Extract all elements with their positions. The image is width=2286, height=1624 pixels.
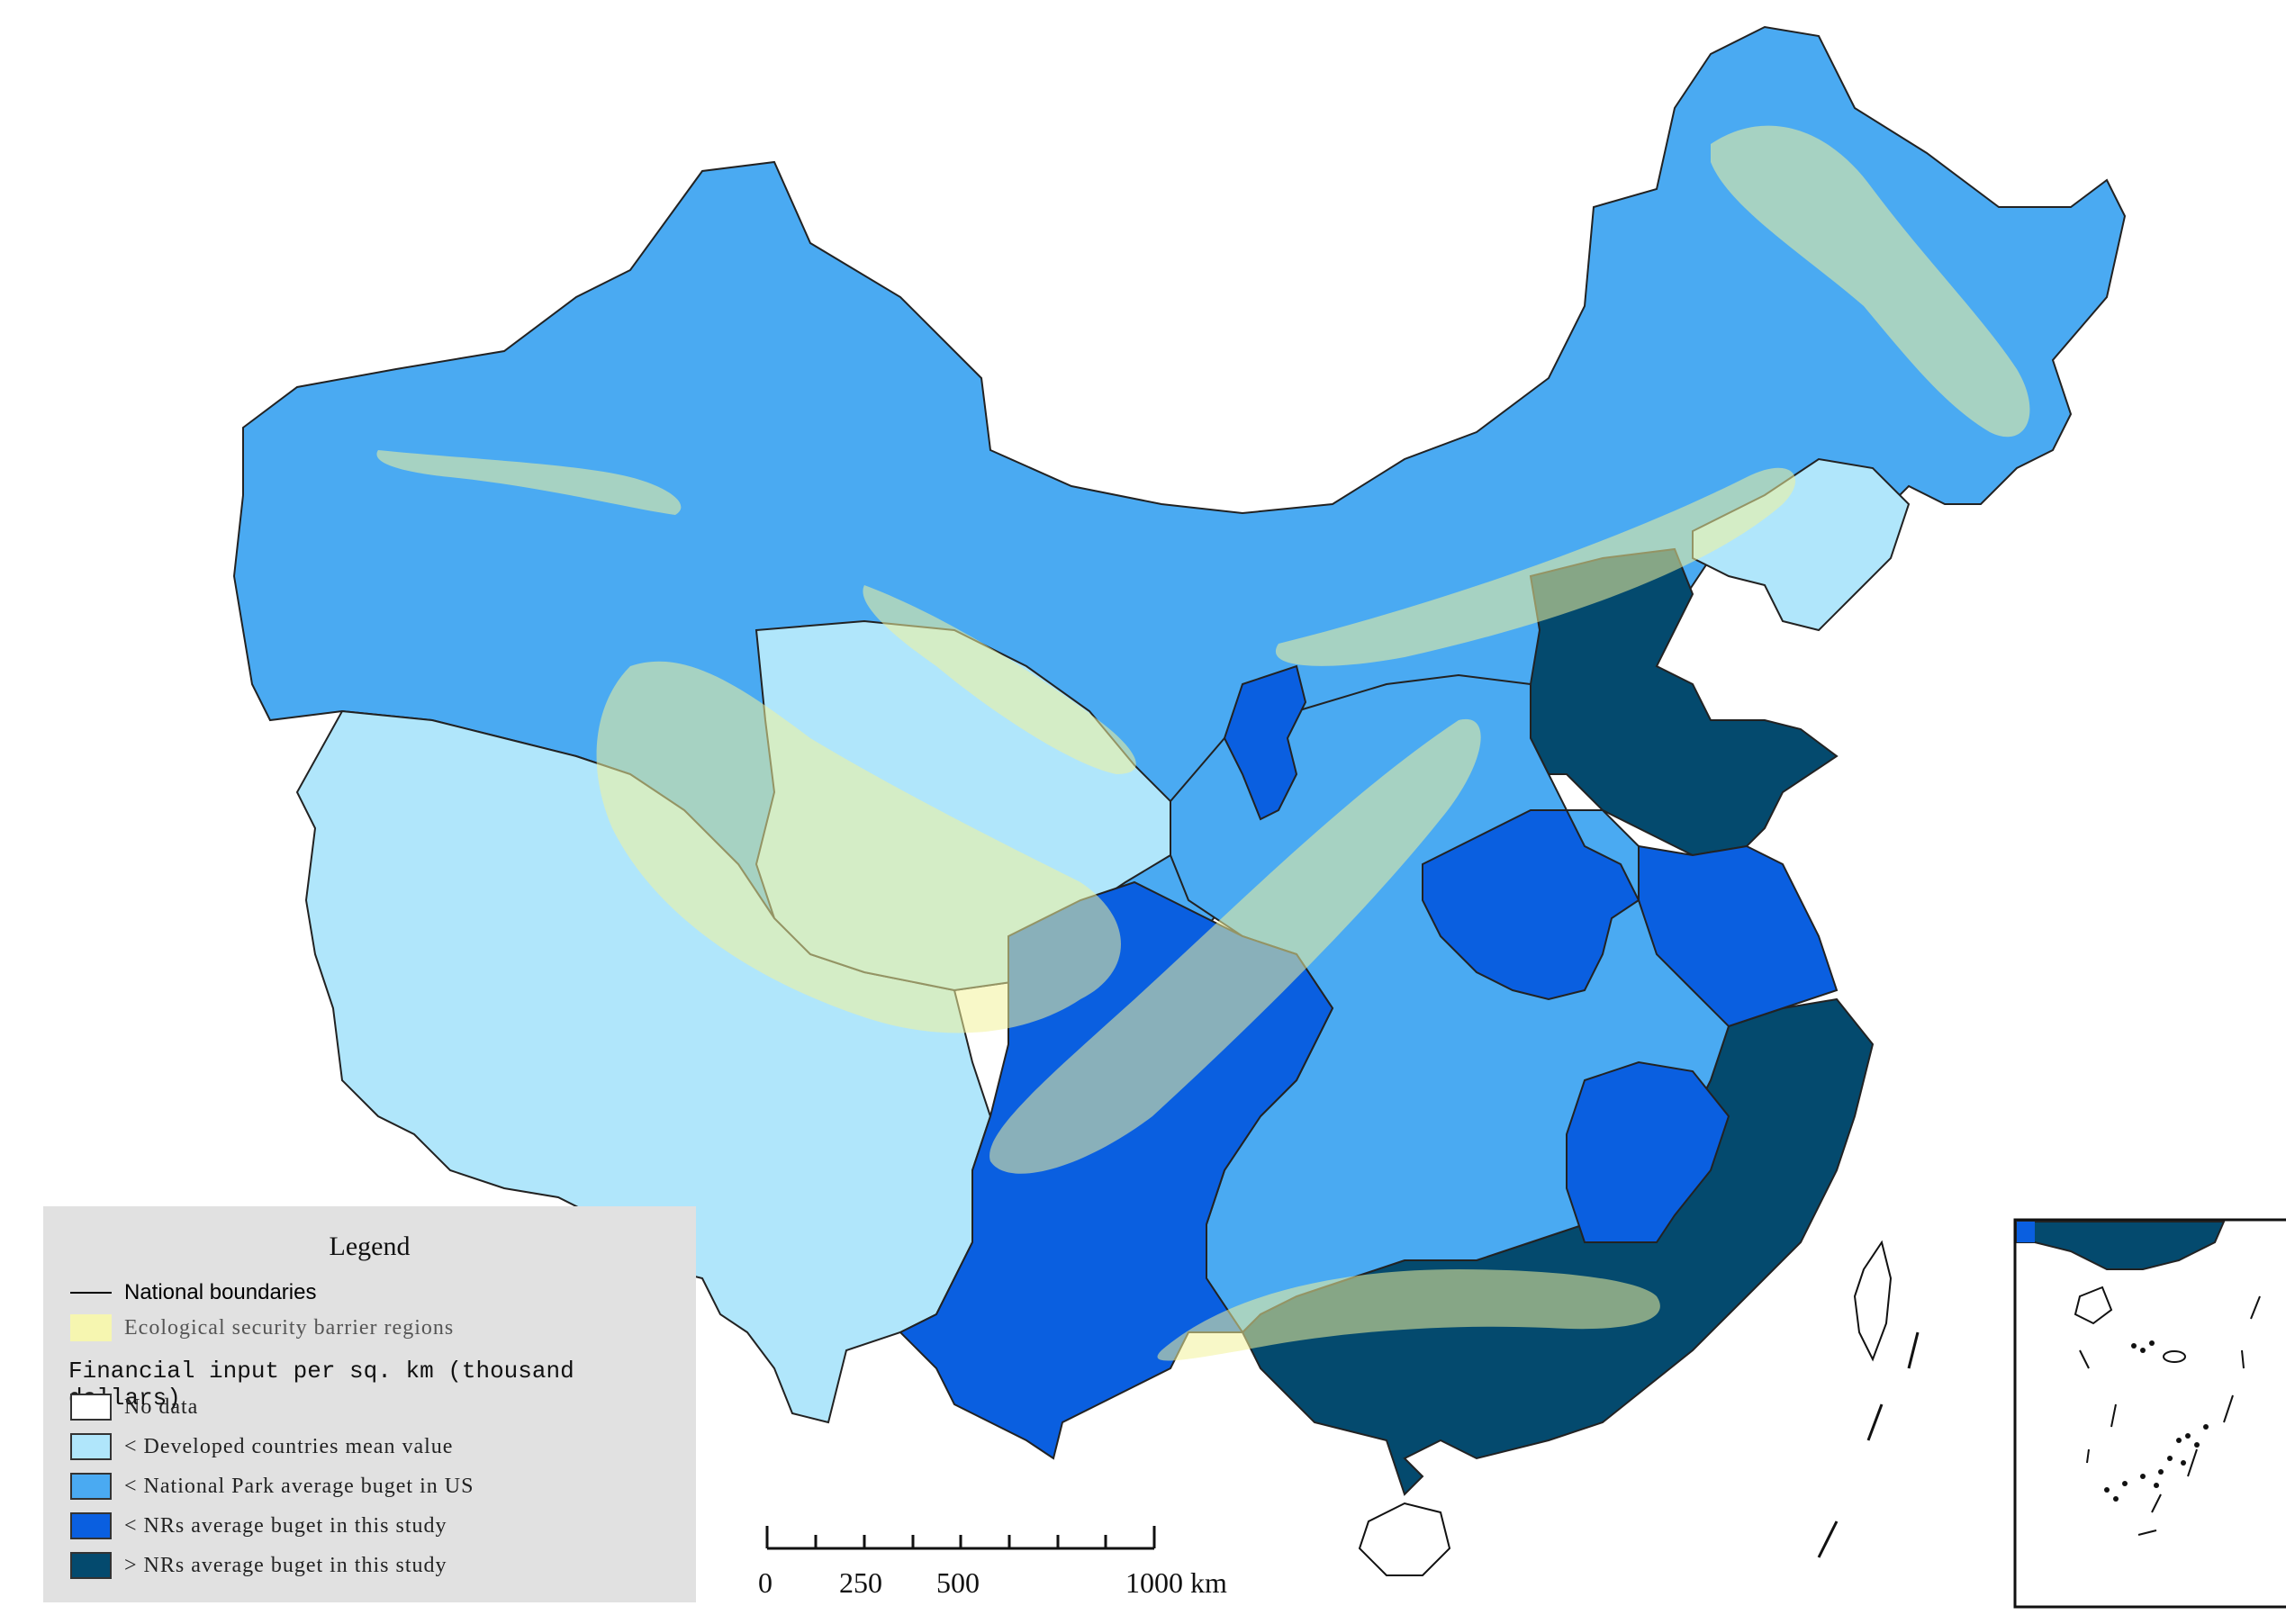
light-blue-swatch-icon	[70, 1433, 112, 1460]
region-liaoning-light-blue	[1692, 457, 1911, 632]
legend-class-label: > NRs average buget in this study	[124, 1553, 447, 1577]
legend-boundary-row: National boundaries	[70, 1280, 316, 1305]
sea-boundary-dashes	[1817, 1331, 1920, 1558]
scale-label-500: 500	[936, 1566, 980, 1599]
barrier-south-hills	[1157, 1269, 1660, 1361]
no-data-swatch-icon	[70, 1394, 112, 1421]
legend-class-row: < National Park average buget in US	[70, 1473, 474, 1500]
barrier-swatch-icon	[70, 1314, 112, 1341]
bright-blue-swatch-icon	[70, 1512, 112, 1539]
barrier-qilian	[863, 585, 1136, 774]
legend-class-row: No data	[70, 1394, 198, 1421]
scale-label-0: 0	[758, 1566, 773, 1599]
legend-class-row: > NRs average buget in this study	[70, 1552, 447, 1579]
barrier-tibet-plateau	[596, 661, 1121, 1033]
legend-class-row: < Developed countries mean value	[70, 1433, 453, 1460]
legend-class-label: < NRs average buget in this study	[124, 1513, 447, 1538]
legend: Legend National boundaries Ecological se…	[43, 1206, 696, 1602]
region-hainan	[1358, 1502, 1451, 1576]
south-china-sea-inset	[2013, 1218, 2286, 1609]
barrier-north-sand	[1275, 467, 1796, 666]
legend-title: Legend	[329, 1232, 411, 1261]
scale-label-1000: 1000 km	[1125, 1566, 1227, 1599]
legend-barrier-label: Ecological security barrier regions	[124, 1315, 455, 1340]
region-taiwan	[1853, 1240, 1893, 1362]
barrier-loess-sichuan	[989, 718, 1481, 1174]
region-anhui-bright-blue	[1638, 844, 1839, 1028]
legend-class-label: No data	[124, 1394, 199, 1419]
region-henan-bright-blue	[1422, 809, 1640, 1001]
barrier-tianshan	[376, 450, 682, 515]
boundary-line-icon	[70, 1292, 112, 1294]
medium-blue-swatch-icon	[70, 1473, 112, 1500]
scale-bar	[765, 1526, 1156, 1550]
barrier-daxinganling	[1711, 125, 2030, 438]
legend-class-label: < National Park average buget in US	[124, 1474, 474, 1498]
region-ningxia-bright-blue	[1223, 664, 1307, 821]
legend-boundary-label: National boundaries	[124, 1280, 317, 1304]
scale-label-250: 250	[839, 1566, 882, 1599]
barrier-overlays	[376, 125, 2030, 1361]
region-jiangxi-bright-blue	[1566, 1060, 1730, 1243]
legend-barrier-row: Ecological security barrier regions	[70, 1314, 454, 1341]
legend-class-label: < Developed countries mean value	[124, 1434, 454, 1458]
legend-class-row: < NRs average buget in this study	[70, 1512, 447, 1539]
dark-teal-swatch-icon	[70, 1552, 112, 1579]
